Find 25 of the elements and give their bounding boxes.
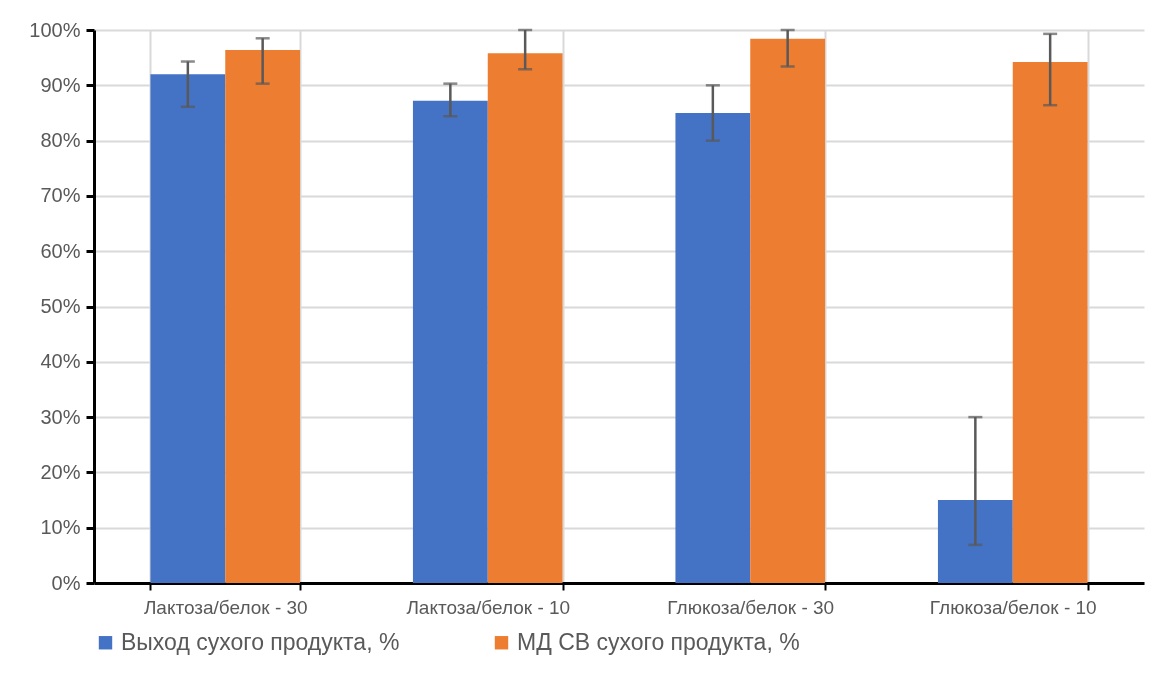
y-tick-label: 90% [40,73,81,96]
y-tick-label: 30% [40,405,81,428]
y-tick-label: 40% [40,350,81,373]
bar [1012,62,1088,583]
x-tick-label: Лактоза/белок - 10 [406,596,571,618]
y-tick-label: 100% [29,18,81,41]
y-tick-label: 60% [40,239,81,262]
legend-label: МД СВ сухого продукта, % [517,628,800,655]
bar [937,500,1013,583]
bar [150,74,226,583]
bar [412,100,488,583]
x-tick-label: Лактоза/белок - 30 [143,596,308,618]
y-tick-label: 70% [40,184,81,207]
x-tick-label: Глюкоза/белок - 10 [929,596,1097,618]
y-tick-label: 10% [40,516,81,539]
legend-label: Выход сухого продукта, % [121,628,400,655]
bar [487,53,563,583]
y-tick-label: 0% [51,571,81,594]
x-tick-label: Глюкоза/белок - 30 [667,596,835,618]
y-tick-label: 50% [40,295,81,317]
bar [225,49,301,583]
y-tick-label: 20% [40,460,81,483]
y-tick-label: 80% [40,129,81,152]
bar [750,38,826,583]
bar [675,112,751,583]
